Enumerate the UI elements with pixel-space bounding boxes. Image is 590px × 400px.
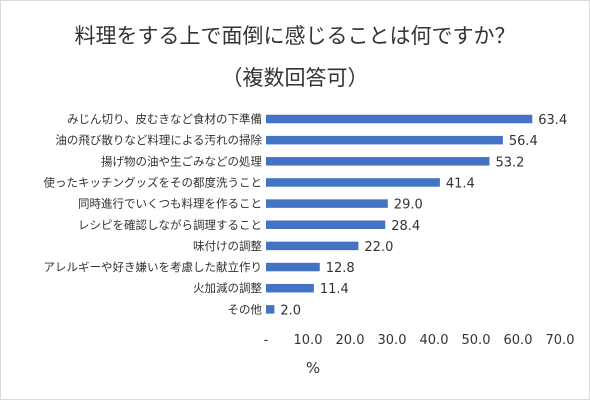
x-tick-label-6: 60.0: [504, 333, 533, 348]
bar-2: [266, 135, 503, 145]
value-label-7: 22.0: [364, 240, 393, 255]
value-label-9: 11.4: [320, 282, 349, 297]
value-label-2: 56.4: [509, 134, 538, 149]
value-label-6: 28.4: [391, 219, 420, 234]
category-label-5: 同時進行でいくつも料理を作ること: [78, 197, 262, 211]
value-labels: 63.456.4 53.2 41.4 29.0 28.4 22.0 12.8 11.4 2.0: [280, 113, 567, 318]
bar-4: [266, 178, 440, 187]
bar-3: [266, 157, 490, 166]
x-tick-label-1: 10.0: [294, 333, 323, 348]
bars: [266, 114, 533, 314]
chart-subtitle: （複数回答可）: [221, 66, 369, 90]
category-label-2: 油の飛び散りなど料理による汚れの掃除: [55, 133, 262, 147]
category-label-6: レシピを確認しながら調理すること: [78, 218, 262, 232]
x-tick-label-0: -: [264, 333, 269, 348]
category-label-4: 使ったキッチングッズをその都度洗うこと: [44, 175, 263, 189]
bar-6: [266, 220, 386, 229]
bar-7: [266, 241, 359, 251]
category-labels: みじん切り、皮むきなど食材の下準備油の飛び散りなど料理による汚れの掃除揚げ物の油…: [44, 112, 263, 316]
bar-10: [266, 305, 275, 314]
bar-8: [266, 262, 320, 272]
category-label-7: 味付けの調整: [193, 239, 262, 253]
x-axis-title: %: [306, 359, 320, 377]
x-tick-label-2: 20.0: [336, 333, 365, 348]
category-label-3: 揚げ物の油や生ごみなどの処理: [101, 154, 262, 168]
value-label-1: 63.4: [538, 113, 567, 128]
x-tick-label-3: 30.0: [378, 333, 407, 348]
category-label-8: アレルギーや好き嫌いを考慮した献立作り: [44, 260, 263, 274]
chart-title: 料理をする上で面倒に感じることは何ですか？: [74, 24, 516, 48]
x-tick-label-7: 70.0: [546, 333, 575, 348]
x-axis-ticks: - 10.0 20.0 30.0 40.0 50.0 60.0 70.0: [264, 333, 575, 348]
value-label-8: 12.8: [326, 261, 355, 276]
value-label-3: 53.2: [495, 155, 524, 170]
category-label-10: その他: [228, 302, 263, 316]
category-label-9: 火加減の調整: [193, 281, 262, 295]
x-tick-label-5: 50.0: [462, 333, 491, 348]
bar-5: [266, 199, 388, 208]
bar-9: [266, 283, 314, 293]
bar-1: [266, 114, 533, 124]
value-label-4: 41.4: [446, 176, 475, 191]
x-tick-label-4: 40.0: [420, 333, 449, 348]
value-label-10: 2.0: [280, 303, 301, 318]
value-label-5: 29.0: [394, 198, 423, 213]
category-label-1: みじん切り、皮むきなど食材の下準備: [67, 112, 262, 126]
